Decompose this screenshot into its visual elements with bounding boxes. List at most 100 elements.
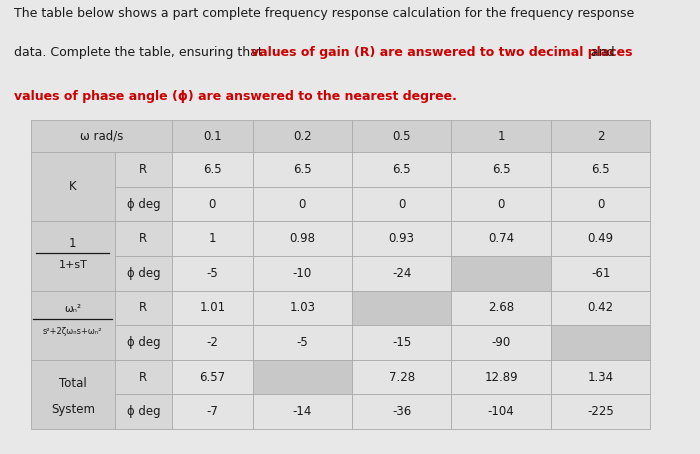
Bar [352, 360, 452, 395]
Text: 1: 1 [498, 130, 505, 143]
Text: 0.2: 0.2 [293, 130, 312, 143]
Text: values of gain (R) are answered to two decimal places: values of gain (R) are answered to two d… [251, 46, 632, 59]
Text: Total: Total [59, 377, 87, 390]
Bar [551, 291, 650, 325]
Text: 0.93: 0.93 [389, 232, 414, 245]
Bar [253, 152, 352, 187]
Bar [253, 187, 352, 222]
Text: -2: -2 [206, 336, 218, 349]
Bar [551, 325, 650, 360]
Text: 0: 0 [209, 197, 216, 211]
Text: -15: -15 [392, 336, 412, 349]
Bar [551, 395, 650, 429]
Bar [172, 120, 253, 152]
Bar [352, 152, 452, 187]
Text: 2: 2 [597, 130, 604, 143]
Bar [115, 152, 172, 187]
Bar [172, 187, 253, 222]
Bar [352, 395, 452, 429]
Bar [551, 222, 650, 256]
Text: -104: -104 [488, 405, 514, 418]
Text: 0.74: 0.74 [488, 232, 514, 245]
Bar [115, 325, 172, 360]
Text: 6.5: 6.5 [203, 163, 222, 176]
Text: 0: 0 [299, 197, 306, 211]
Text: 0: 0 [597, 197, 604, 211]
Bar [452, 360, 551, 395]
Bar [253, 222, 352, 256]
Bar [452, 120, 551, 152]
Text: ωₙ²: ωₙ² [64, 304, 81, 314]
Bar [551, 360, 650, 395]
Bar [253, 291, 352, 325]
Bar [31, 222, 115, 291]
Text: 1: 1 [69, 237, 76, 250]
Text: 1+sT: 1+sT [58, 260, 88, 270]
Text: -7: -7 [206, 405, 218, 418]
Text: 1.01: 1.01 [199, 301, 225, 314]
Text: -90: -90 [491, 336, 511, 349]
Bar [115, 222, 172, 256]
Text: -24: -24 [392, 267, 412, 280]
Text: -61: -61 [591, 267, 610, 280]
Text: ϕ deg: ϕ deg [127, 336, 160, 349]
Bar [452, 152, 551, 187]
Text: 6.5: 6.5 [592, 163, 610, 176]
Bar [172, 325, 253, 360]
Bar [172, 256, 253, 291]
Text: 0.5: 0.5 [393, 130, 411, 143]
Text: ϕ deg: ϕ deg [127, 267, 160, 280]
Text: 1.34: 1.34 [587, 370, 614, 384]
Bar [253, 360, 352, 395]
Bar [452, 395, 551, 429]
Bar [352, 256, 452, 291]
Text: 6.5: 6.5 [492, 163, 510, 176]
Bar [452, 187, 551, 222]
Bar [115, 395, 172, 429]
Text: -5: -5 [296, 336, 308, 349]
Text: 6.57: 6.57 [199, 370, 225, 384]
Bar [31, 360, 115, 429]
Text: R: R [139, 370, 148, 384]
Text: 0: 0 [498, 197, 505, 211]
Bar [551, 187, 650, 222]
Bar [31, 291, 115, 360]
Text: 0.1: 0.1 [203, 130, 222, 143]
Text: -225: -225 [587, 405, 614, 418]
Text: 0.42: 0.42 [587, 301, 614, 314]
Text: -36: -36 [392, 405, 412, 418]
Text: ϕ deg: ϕ deg [127, 197, 160, 211]
Text: The table below shows a part complete frequency response calculation for the fre: The table below shows a part complete fr… [14, 7, 634, 20]
Bar [352, 291, 452, 325]
Bar [253, 120, 352, 152]
Bar [253, 256, 352, 291]
Text: 1: 1 [209, 232, 216, 245]
Text: -5: -5 [206, 267, 218, 280]
Bar [31, 152, 115, 222]
Bar [551, 120, 650, 152]
Bar [172, 360, 253, 395]
Text: and: and [587, 46, 614, 59]
Text: 0.49: 0.49 [587, 232, 614, 245]
Bar [452, 325, 551, 360]
Text: R: R [139, 301, 148, 314]
Bar [172, 222, 253, 256]
Bar [253, 395, 352, 429]
Text: K: K [69, 180, 76, 193]
Bar [352, 187, 452, 222]
Bar [551, 152, 650, 187]
Bar [172, 291, 253, 325]
Bar [551, 256, 650, 291]
Text: s²+2ζωₙs+ωₙ²: s²+2ζωₙs+ωₙ² [43, 327, 102, 336]
Text: data. Complete the table, ensuring that: data. Complete the table, ensuring that [14, 46, 267, 59]
Text: 1.03: 1.03 [289, 301, 315, 314]
Bar [115, 291, 172, 325]
Text: -14: -14 [293, 405, 312, 418]
Text: 7.28: 7.28 [389, 370, 415, 384]
Text: 0: 0 [398, 197, 405, 211]
Text: 6.5: 6.5 [393, 163, 411, 176]
Bar [253, 325, 352, 360]
Text: 6.5: 6.5 [293, 163, 312, 176]
Bar [452, 256, 551, 291]
Text: 12.89: 12.89 [484, 370, 518, 384]
